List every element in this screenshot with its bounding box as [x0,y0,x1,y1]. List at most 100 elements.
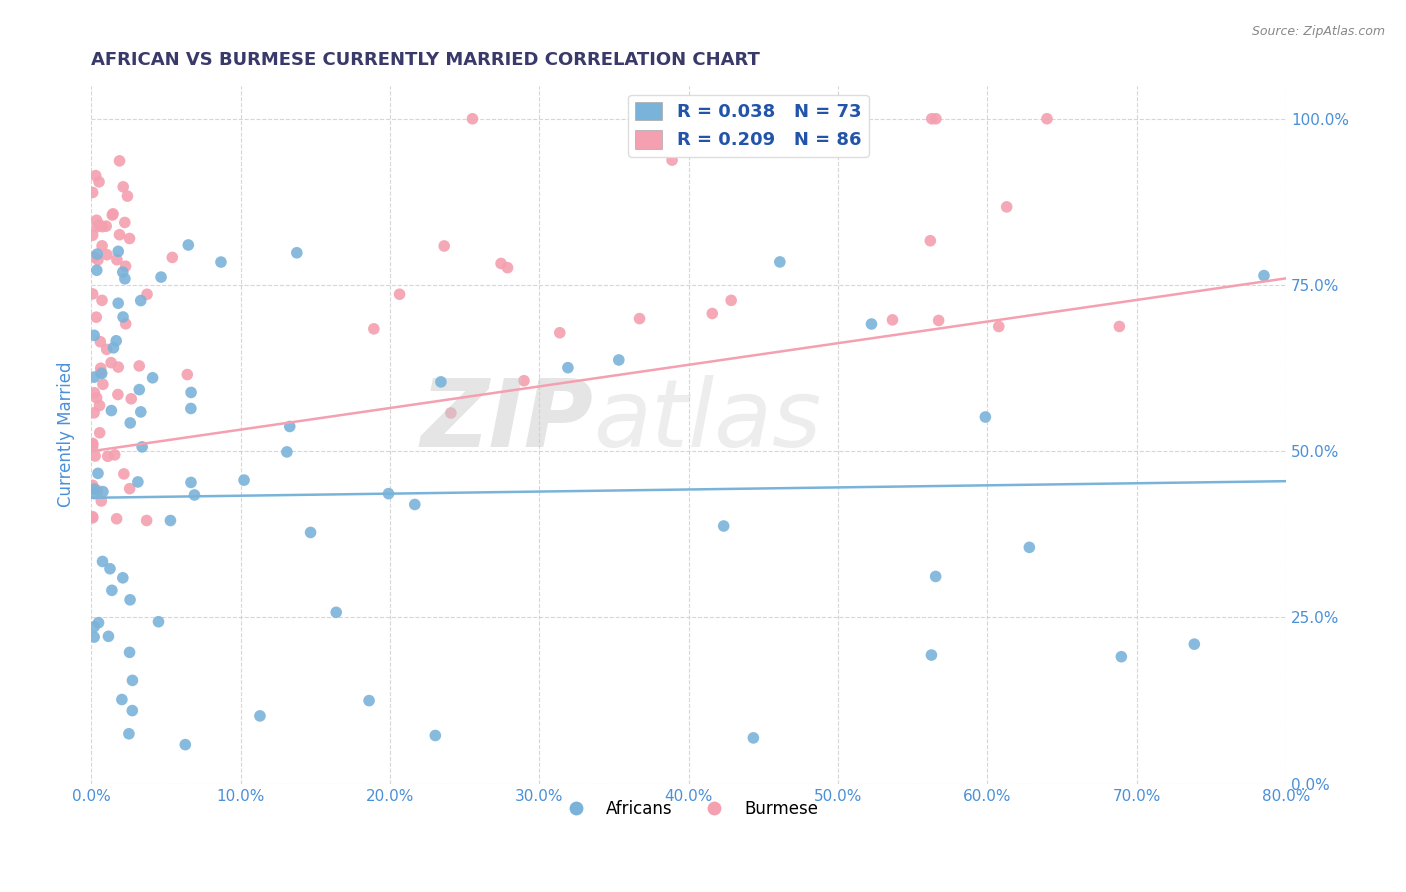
Point [90,361,112,376]
Point [91,377,114,392]
Point [404,498,426,512]
Point [105,512,128,526]
Point [82,436,104,450]
Point [128,359,150,373]
Point [557,360,579,375]
Point [108,227,131,242]
Point [107,296,129,310]
Point [276,445,298,459]
Point [111,571,134,585]
Point [90,494,112,508]
Y-axis label: Currently Married: Currently Married [58,362,75,508]
Point [101,208,124,222]
Point [425,729,447,743]
Point [84,169,107,183]
Point [118,645,141,659]
Point [83,250,105,264]
Point [924,569,946,583]
Point [100,356,122,370]
Point [114,259,136,273]
Point [433,239,456,253]
Point [83,482,105,496]
Point [742,731,765,745]
Point [101,207,124,221]
Point [489,256,512,270]
Point [118,727,141,741]
Point [86,213,108,227]
Text: AFRICAN VS BURMESE CURRENTLY MARRIED CORRELATION CHART: AFRICAN VS BURMESE CURRENTLY MARRIED COR… [91,51,761,69]
Point [82,509,104,524]
Point [162,251,184,265]
Legend: Africans, Burmese: Africans, Burmese [553,793,825,824]
Point [86,263,108,277]
Point [82,511,104,525]
Point [180,475,202,490]
Point [111,265,134,279]
Point [325,605,347,619]
Point [808,112,831,126]
Point [129,405,152,419]
Point [83,620,105,634]
Point [105,252,128,267]
Point [82,228,104,243]
Point [87,175,110,189]
Point [121,704,143,718]
Point [120,592,142,607]
Point [148,615,170,629]
Point [920,648,942,662]
Point [83,486,105,500]
Point [91,239,114,253]
Point [174,738,197,752]
Point [142,371,165,385]
Point [89,425,111,440]
Point [377,486,399,500]
Point [995,200,1018,214]
Point [928,313,950,327]
Point [83,630,105,644]
Point [86,219,108,234]
Point [117,189,139,203]
Point [82,440,104,454]
Point [925,112,948,126]
Point [90,366,112,380]
Point [96,219,118,234]
Point [882,313,904,327]
Point [96,248,118,262]
Point [84,310,107,325]
Text: Source: ZipAtlas.com: Source: ZipAtlas.com [1251,25,1385,38]
Point [921,112,943,126]
Point [131,440,153,454]
Point [91,293,114,308]
Point [180,385,202,400]
Point [91,554,114,568]
Point [104,448,127,462]
Point [82,437,104,451]
Point [159,514,181,528]
Point [108,153,131,168]
Point [177,238,200,252]
Point [97,629,120,643]
Point [285,245,308,260]
Point [1253,268,1275,283]
Point [624,121,647,136]
Point [101,583,124,598]
Point [96,343,118,357]
Point [1111,649,1133,664]
Point [1036,112,1059,126]
Point [607,353,630,368]
Point [112,310,135,324]
Point [82,186,104,200]
Point [98,562,121,576]
Point [860,317,883,331]
Text: atlas: atlas [593,376,821,467]
Point [111,692,134,706]
Point [121,673,143,688]
Point [974,409,997,424]
Point [129,293,152,308]
Point [82,478,104,492]
Point [1108,319,1130,334]
Point [150,270,173,285]
Point [1182,637,1205,651]
Point [83,370,105,384]
Point [91,484,114,499]
